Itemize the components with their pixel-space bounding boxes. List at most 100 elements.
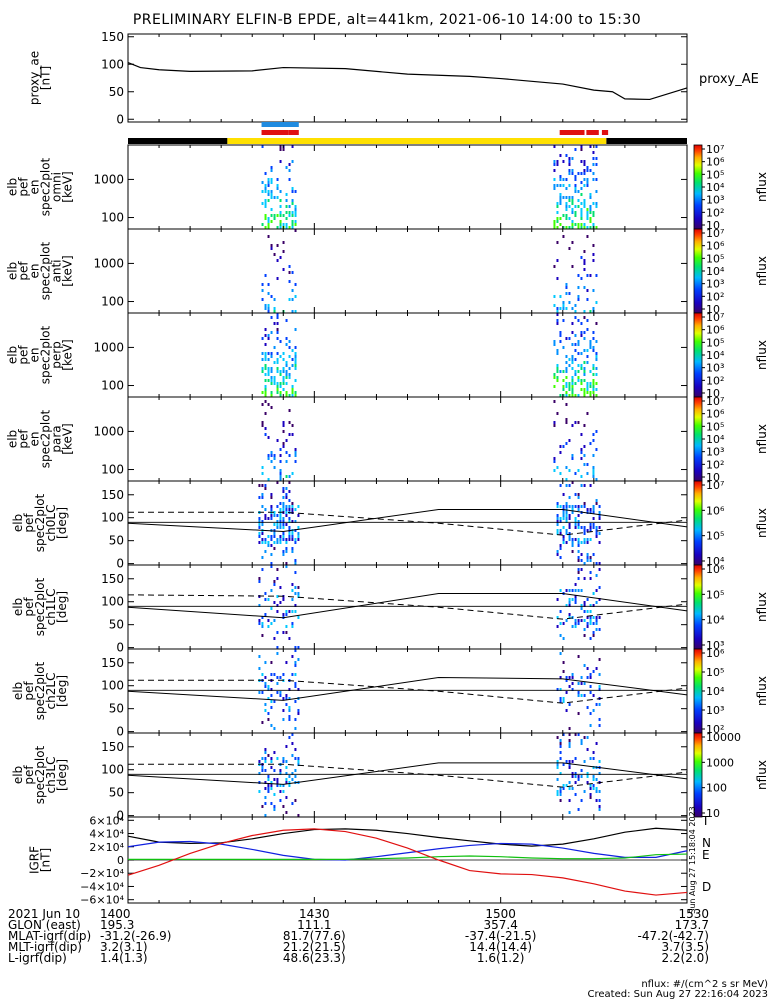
- spectrogram-cell: [261, 625, 264, 628]
- spectrogram-cell: [282, 535, 285, 538]
- spectrogram-cell: [267, 625, 270, 628]
- spectrogram-cell: [553, 373, 556, 376]
- spectrogram-cell: [276, 337, 279, 340]
- spectrogram-cell: [568, 613, 571, 616]
- spectrogram-cell: [264, 304, 267, 307]
- spectrogram-cell: [285, 772, 288, 775]
- spectrogram-cell: [574, 526, 577, 529]
- spectrogram-cell: [261, 496, 264, 499]
- colorbar-tick-label: 10²: [706, 458, 724, 471]
- pitch-ylabel: spec2plot: [33, 745, 47, 804]
- anti-loss-cone-line: [128, 679, 688, 704]
- spectrogram-cell: [270, 553, 273, 556]
- spectrogram-cell: [571, 505, 574, 508]
- spectrogram-cell: [595, 574, 598, 577]
- spectrogram-cell: [279, 223, 282, 226]
- colorbar: [693, 564, 703, 650]
- spectrogram-cell: [282, 505, 285, 508]
- spectrogram-cell: [559, 193, 562, 196]
- colorbar-label: nflux: [755, 676, 769, 706]
- spectrogram-cell: [589, 205, 592, 208]
- spectrogram-cell: [282, 442, 285, 445]
- spectrogram-cell: [282, 613, 285, 616]
- spectrogram-cell: [571, 226, 574, 229]
- spectrogram-cell: [583, 223, 586, 226]
- spectrogram-cell: [279, 220, 282, 223]
- colorbar-tick-label: 10³: [706, 639, 724, 652]
- spectrogram-cell: [562, 541, 565, 544]
- spectrogram-cell: [568, 532, 571, 535]
- spectrogram-cell: [276, 505, 279, 508]
- spectrogram-cell: [577, 541, 580, 544]
- spectrogram-cell: [279, 520, 282, 523]
- igrf-line-E: [128, 853, 688, 860]
- spectrogram-cell: [264, 592, 267, 595]
- spectrogram-cell: [586, 538, 589, 541]
- spectrogram-cell: [568, 469, 571, 472]
- spectrogram-cell: [568, 733, 571, 736]
- spectrogram-cell: [589, 511, 592, 514]
- spectrogram-cell: [288, 706, 291, 709]
- spectrogram-cell: [568, 616, 571, 619]
- spectrogram-cell: [565, 214, 568, 217]
- spectrogram-cell: [565, 541, 568, 544]
- spectrogram-cell: [279, 508, 282, 511]
- spectrogram-cell: [556, 379, 559, 382]
- spectrogram-cell: [553, 226, 556, 229]
- spectrogram-cell: [592, 223, 595, 226]
- spectrogram-cell: [282, 379, 285, 382]
- energy-ylabel: perp: [50, 341, 64, 369]
- spectrogram-cell: [577, 364, 580, 367]
- spectrogram-cell: [294, 769, 297, 772]
- spectrogram-cell: [571, 454, 574, 457]
- spectrogram-cell: [297, 514, 300, 517]
- science-zone-bar-red: [559, 130, 585, 135]
- spectrogram-cell: [294, 541, 297, 544]
- spectrogram-cell: [568, 172, 571, 175]
- panel-frame: [127, 564, 688, 650]
- spectrogram-cell: [586, 610, 589, 613]
- spectrogram-cell: [571, 223, 574, 226]
- spectrogram-cell: [568, 760, 571, 763]
- spectrogram-cell: [571, 376, 574, 379]
- spectrogram-cell: [559, 772, 562, 775]
- spectrogram-cell: [285, 475, 288, 478]
- spectrogram-cell: [294, 508, 297, 511]
- spectrogram-cell: [291, 550, 294, 553]
- spectrogram-cell: [276, 577, 279, 580]
- science-zone-bar-red: [601, 130, 609, 135]
- xaxis-value: 21.2(21.5): [283, 940, 346, 954]
- spectrogram-cell: [294, 520, 297, 523]
- spectrogram-cell: [282, 490, 285, 493]
- spectrogram-cell: [595, 667, 598, 670]
- spectrogram-cell: [294, 538, 297, 541]
- spectrogram-cell: [273, 583, 276, 586]
- spectrogram-cell: [267, 787, 270, 790]
- spectrogram-cell: [273, 793, 276, 796]
- spectrogram-cell: [571, 220, 574, 223]
- spectrogram-cell: [288, 517, 291, 520]
- spectrogram-cell: [571, 169, 574, 172]
- spectrogram-cell: [291, 778, 294, 781]
- spectrogram-cell: [270, 460, 273, 463]
- spectrogram-cell: [589, 577, 592, 580]
- colorbar-tick-label: 10: [706, 303, 720, 316]
- spectrogram-cell: [571, 379, 574, 382]
- spectrogram-cell: [577, 340, 580, 343]
- colorbar-tick-label: 10⁷: [706, 143, 724, 156]
- spectrogram-cell: [571, 382, 574, 385]
- spectrogram-cell: [285, 538, 288, 541]
- spectrogram-cell: [568, 727, 571, 730]
- spectrogram-cell: [595, 163, 598, 166]
- spectrogram-cell: [264, 364, 267, 367]
- spectrogram-cell: [267, 310, 270, 313]
- spectrogram-cell: [297, 592, 300, 595]
- spectrogram-cell: [267, 220, 270, 223]
- spectrogram-cell: [592, 259, 595, 262]
- spectrogram-cell: [586, 217, 589, 220]
- spectrogram-cell: [556, 520, 559, 523]
- spectrogram-cell: [574, 523, 577, 526]
- spectrogram-cell: [568, 739, 571, 742]
- spectrogram-cell: [285, 766, 288, 769]
- xaxis-value: 81.7(77.6): [283, 929, 346, 943]
